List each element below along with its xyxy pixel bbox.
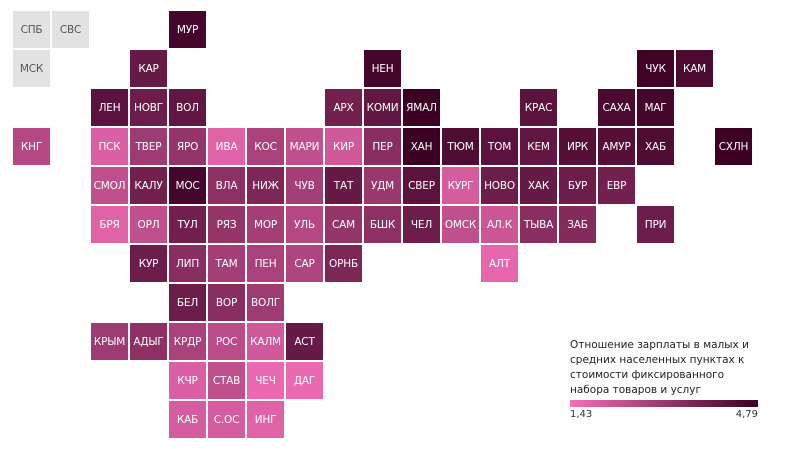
region-tile: АМУР [598,128,635,165]
region-tile: ЗАБ [559,206,596,243]
region-tile: САМ [325,206,362,243]
region-tile: МАГ [637,89,674,126]
region-tile: КРАС [520,89,557,126]
region-tile: ПЕР [364,128,401,165]
region-tile: ПРИ [637,206,674,243]
region-tile: АЛ.К [481,206,518,243]
region-tile: КЧР [169,362,206,399]
region-tile: КНГ [13,128,50,165]
region-tile: РЯЗ [208,206,245,243]
region-tile: ИВА [208,128,245,165]
region-tile: СМОЛ [91,167,128,204]
region-tile: КАЛУ [130,167,167,204]
region-tile: ТЮМ [442,128,479,165]
region-tile: МАРИ [286,128,323,165]
region-tile: КАЛМ [247,323,284,360]
region-tile: УДМ [364,167,401,204]
legend-max-label: 4,79 [735,409,758,420]
region-tile: СВС [52,11,89,48]
legend-scale-labels: 1,43 4,79 [570,409,758,423]
region-tile: ТУЛ [169,206,206,243]
region-tile: АЛТ [481,245,518,282]
region-tile: КИР [325,128,362,165]
legend-gradient-bar [570,400,758,407]
region-tile: КАМ [676,50,713,87]
region-tile: ЧУК [637,50,674,87]
region-tile: РОС [208,323,245,360]
region-tile: С.ОС [208,401,245,438]
region-tile: КЕМ [520,128,557,165]
region-tile: ЧУВ [286,167,323,204]
region-tile: КУРГ [442,167,479,204]
region-tile: ХАК [520,167,557,204]
region-tile: НИЖ [247,167,284,204]
region-tile: ХАН [403,128,440,165]
region-tile: НОВО [481,167,518,204]
region-tile: ДАГ [286,362,323,399]
region-tile: КАР [130,50,167,87]
region-tile: БУР [559,167,596,204]
region-tile: КАБ [169,401,206,438]
region-tile: ОРНБ [325,245,362,282]
region-tile: ИНГ [247,401,284,438]
legend-min-label: 1,43 [570,409,593,420]
region-tile: НОВГ [130,89,167,126]
region-tile: СХЛН [715,128,752,165]
region-tile: МОС [169,167,206,204]
region-tile: САР [286,245,323,282]
region-tile: СТАВ [208,362,245,399]
region-tile: ВЛА [208,167,245,204]
region-tile: ВОЛ [169,89,206,126]
region-tile: МОР [247,206,284,243]
region-tile: МСК [13,50,50,87]
region-tile: ХАБ [637,128,674,165]
region-tile: ИРК [559,128,596,165]
region-tile: ЛИП [169,245,206,282]
legend-title: Отношение зарплаты в малых и средних нас… [570,339,749,396]
region-tile: ТВЕР [130,128,167,165]
region-tile: ТЫВА [520,206,557,243]
region-tile: НЕН [364,50,401,87]
region-tile: МУР [169,11,206,48]
region-tile: ВОЛГ [247,284,284,321]
region-tile: ЯРО [169,128,206,165]
region-tile: БРЯ [91,206,128,243]
region-tile: КРДР [169,323,206,360]
region-tile: ЧЕЛ [403,206,440,243]
legend: Отношение зарплаты в малых и средних нас… [570,338,760,423]
region-tile: БЕЛ [169,284,206,321]
region-tile: КУР [130,245,167,282]
region-tile: ТОМ [481,128,518,165]
region-tile: ЕВР [598,167,635,204]
region-tile: КОС [247,128,284,165]
region-tile: ПЕН [247,245,284,282]
region-tile: ЛЕН [91,89,128,126]
region-tile: АДЫГ [130,323,167,360]
region-tile: СПБ [13,11,50,48]
region-tile: ОРЛ [130,206,167,243]
region-tile: ЧЕЧ [247,362,284,399]
region-tile: КОМИ [364,89,401,126]
region-tile: ТАМ [208,245,245,282]
region-tile: ВОР [208,284,245,321]
region-tile: УЛЬ [286,206,323,243]
region-tile: АСТ [286,323,323,360]
region-tile: САХА [598,89,635,126]
region-tile: ТАТ [325,167,362,204]
region-tile: ПСК [91,128,128,165]
region-tile: АРХ [325,89,362,126]
region-tile: СВЕР [403,167,440,204]
region-tile: ОМСК [442,206,479,243]
region-tile: ЯМАЛ [403,89,440,126]
region-tile: КРЫМ [91,323,128,360]
region-tile: БШК [364,206,401,243]
